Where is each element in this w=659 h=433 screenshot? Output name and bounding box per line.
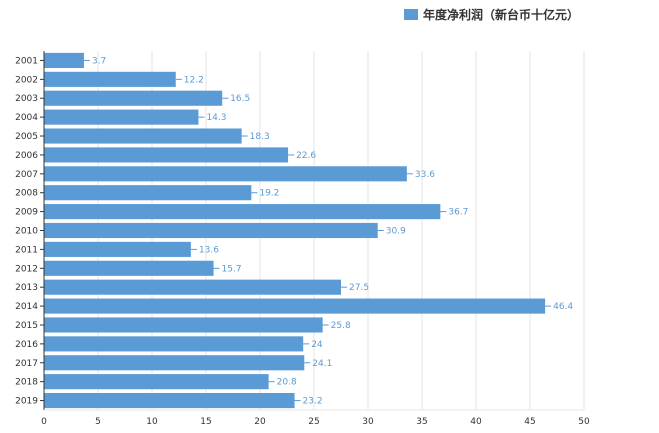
- x-tick-label: 30: [362, 417, 374, 427]
- x-tick-label: 20: [254, 417, 266, 427]
- x-tick-label: 40: [470, 417, 482, 427]
- y-tick-label: 2019: [15, 397, 38, 407]
- bar[interactable]: [44, 317, 323, 333]
- data-label: 30.9: [386, 227, 406, 237]
- data-label: 13.6: [199, 245, 219, 255]
- y-tick-label: 2012: [15, 264, 38, 274]
- y-tick-label: 2018: [15, 378, 38, 388]
- x-tick-label: 45: [524, 417, 535, 427]
- bar[interactable]: [44, 52, 84, 69]
- data-label: 14.3: [206, 113, 226, 123]
- data-label: 24.1: [312, 359, 332, 369]
- y-tick-label: 2011: [15, 245, 38, 255]
- bar[interactable]: [44, 260, 214, 276]
- y-tick-label: 2003: [15, 94, 38, 104]
- legend-swatch: [404, 9, 418, 20]
- x-tick-label: 15: [200, 417, 211, 427]
- y-tick-label: 2013: [15, 283, 38, 293]
- bar[interactable]: [44, 241, 191, 257]
- bar[interactable]: [44, 355, 305, 371]
- bar[interactable]: [44, 374, 269, 390]
- data-label: 36.7: [448, 208, 468, 218]
- y-tick-label: 2015: [15, 321, 38, 331]
- bar[interactable]: [44, 392, 295, 409]
- x-tick-label: 50: [578, 417, 590, 427]
- bar[interactable]: [44, 222, 378, 239]
- data-label: 33.6: [415, 170, 435, 180]
- data-label: 22.6: [296, 151, 316, 161]
- data-label: 3.7: [92, 56, 106, 66]
- y-tick-label: 2004: [15, 113, 38, 123]
- data-label: 18.3: [250, 132, 270, 142]
- y-tick-label: 2007: [15, 170, 38, 180]
- data-label: 20.8: [277, 378, 297, 388]
- legend-label: 年度净利润（新台币十亿元）: [423, 7, 579, 22]
- bar[interactable]: [44, 90, 223, 106]
- y-tick-label: 2009: [15, 208, 38, 218]
- axes: 0 5 10 15 20 25 30 35 40 45 50 2001 2002 2003 2004 2005…: [15, 51, 590, 427]
- y-tick-label: 2006: [15, 151, 38, 161]
- y-tick-label: 2016: [15, 340, 38, 350]
- data-label: 12.2: [184, 75, 204, 85]
- y-tick-label: 2008: [15, 189, 38, 199]
- data-labels: 3.7 12.2 16.5 14.3 18.3 22.6 33.6 19.2 36.7 30.9 1…: [83, 56, 573, 407]
- x-tick-label: 0: [41, 417, 47, 427]
- y-tick-label: 2005: [15, 132, 38, 142]
- legend[interactable]: 年度净利润（新台币十亿元）: [404, 7, 579, 22]
- y-tick-label: 2010: [15, 227, 38, 237]
- bar[interactable]: [44, 71, 176, 87]
- bar[interactable]: [44, 166, 407, 182]
- y-tick-label: 2002: [15, 75, 38, 85]
- data-label: 23.2: [303, 397, 323, 407]
- data-label: 15.7: [222, 264, 242, 274]
- x-tick-label: 10: [146, 417, 158, 427]
- bar[interactable]: [44, 204, 441, 220]
- data-label: 46.4: [553, 302, 573, 312]
- y-tick-label: 2001: [15, 56, 38, 66]
- x-tick-label: 25: [308, 417, 319, 427]
- bars: [44, 52, 546, 409]
- bar[interactable]: [44, 298, 546, 314]
- data-label: 27.5: [349, 283, 369, 293]
- x-tick-label: 5: [95, 417, 101, 427]
- data-label: 24: [311, 340, 323, 350]
- data-label: 16.5: [230, 94, 250, 104]
- bar[interactable]: [44, 109, 199, 125]
- bar[interactable]: [44, 185, 252, 201]
- x-tick-label: 35: [416, 417, 427, 427]
- data-label: 25.8: [331, 321, 351, 331]
- bar[interactable]: [44, 279, 341, 295]
- bar[interactable]: [44, 128, 242, 144]
- bar[interactable]: [44, 336, 304, 352]
- y-tick-label: 2014: [15, 302, 38, 312]
- y-tick-label: 2017: [15, 359, 38, 369]
- bar[interactable]: [44, 147, 289, 163]
- data-label: 19.2: [259, 189, 279, 199]
